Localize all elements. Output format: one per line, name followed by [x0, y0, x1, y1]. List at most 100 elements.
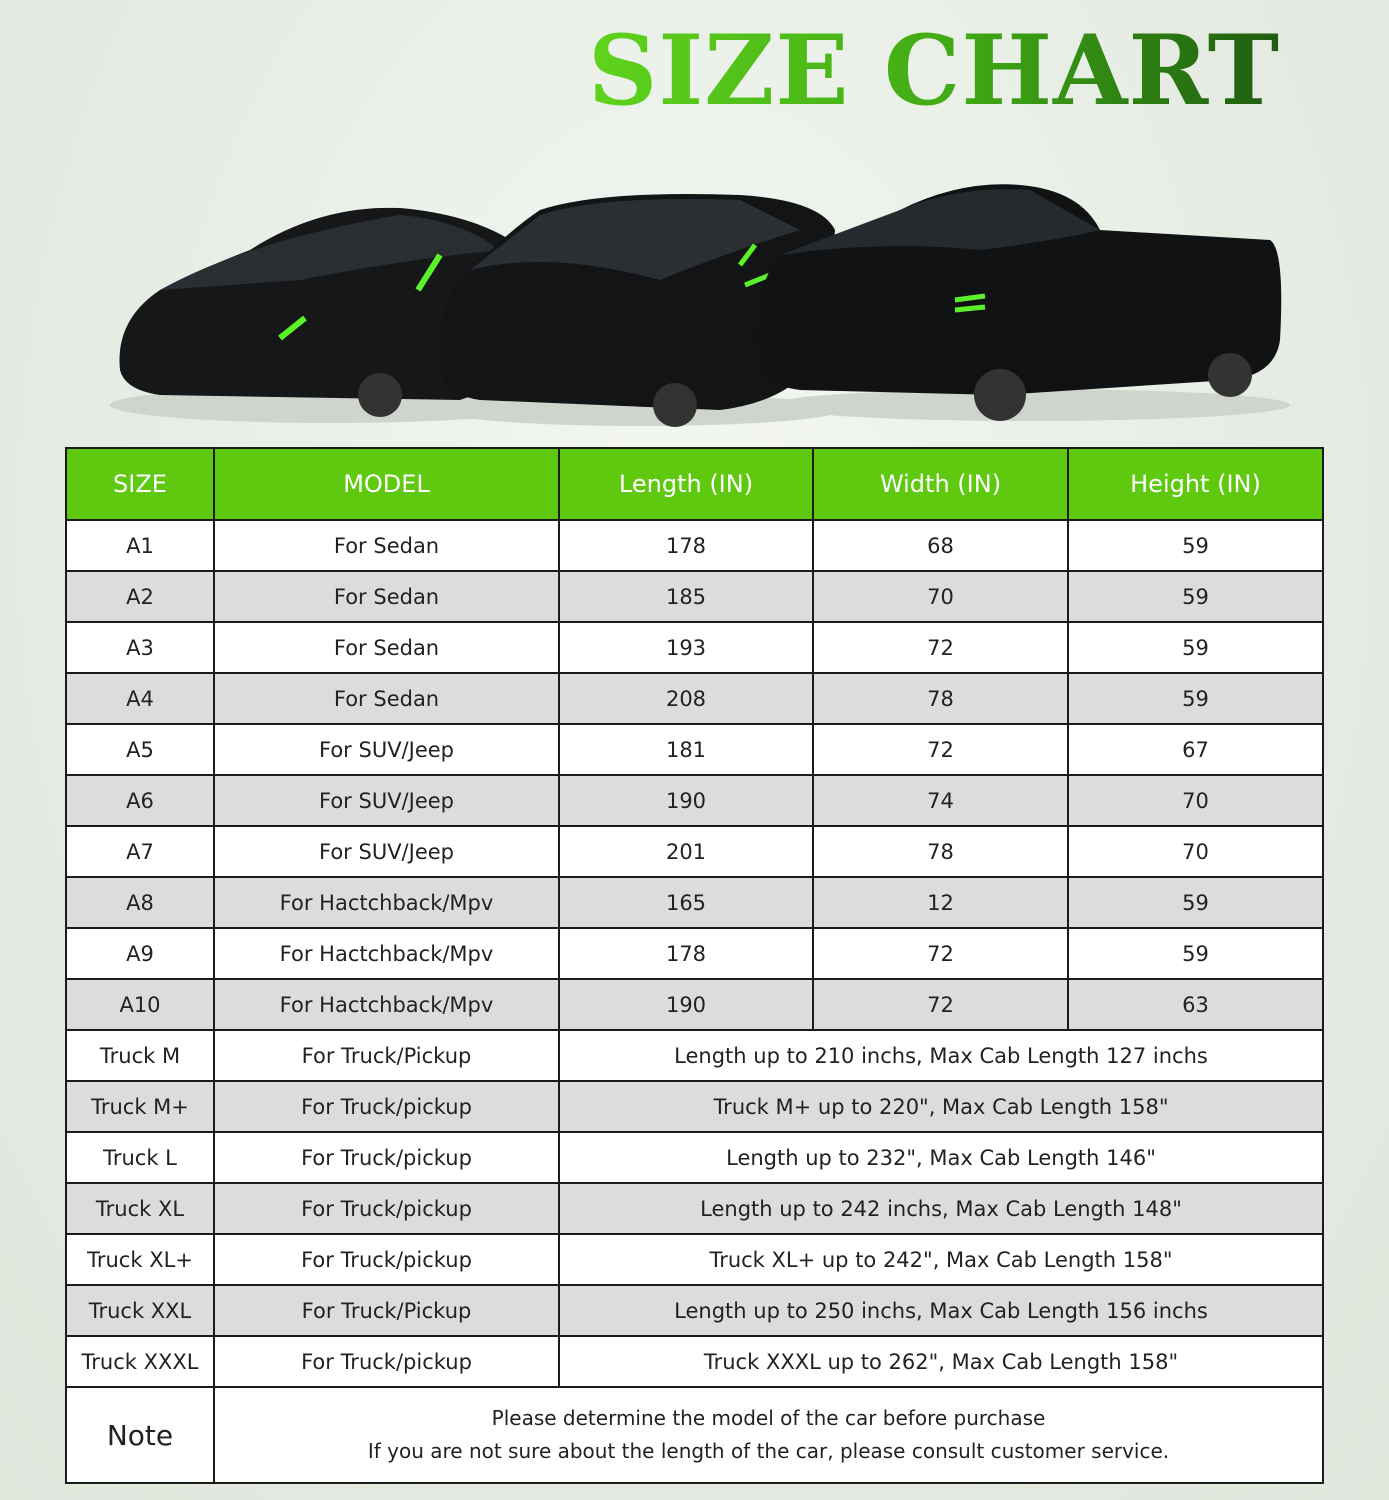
- suv-car-cover: [439, 194, 840, 427]
- width-cell: 12: [812, 876, 1069, 929]
- header-width: Width (IN): [812, 447, 1069, 521]
- sedan-car-cover: [110, 207, 550, 423]
- model-cell: For SUV/Jeep: [213, 774, 560, 827]
- dimensions-cell: Truck XXXL up to 262", Max Cab Length 15…: [558, 1335, 1324, 1388]
- dimensions-cell: Truck XL+ up to 242", Max Cab Length 158…: [558, 1233, 1324, 1286]
- note-row: Note Please determine the model of the c…: [65, 1386, 1324, 1484]
- table-row: Truck XXXL For Truck/pickup Truck XXXL up …: [65, 1335, 1324, 1388]
- size-cell: A5: [65, 723, 215, 776]
- car-covers-image: [110, 184, 1290, 427]
- table-row: A10 For Hactchback/Mpv 190 72 63: [65, 978, 1324, 1031]
- height-cell: 70: [1067, 825, 1324, 878]
- height-cell: 59: [1067, 672, 1324, 725]
- pickup-truck-cover: [757, 184, 1290, 421]
- page-title: SIZE CHART: [588, 14, 1281, 127]
- size-cell: Truck M: [65, 1029, 215, 1082]
- length-cell: 208: [558, 672, 814, 725]
- note-line-1: Please determine the model of the car be…: [491, 1406, 1046, 1430]
- width-cell: 78: [812, 672, 1069, 725]
- dimensions-cell: Length up to 242 inchs, Max Cab Length 1…: [558, 1182, 1324, 1235]
- model-cell: For Hactchback/Mpv: [213, 927, 560, 980]
- height-cell: 59: [1067, 570, 1324, 623]
- width-cell: 72: [812, 621, 1069, 674]
- header-model: MODEL: [213, 447, 560, 521]
- size-cell: Truck XXXL: [65, 1335, 215, 1388]
- size-cell: A6: [65, 774, 215, 827]
- table-row: Truck M+ For Truck/pickup Truck M+ up to 2…: [65, 1080, 1324, 1133]
- table-row: A6 For SUV/Jeep 190 74 70: [65, 774, 1324, 827]
- table-row: A2 For Sedan 185 70 59: [65, 570, 1324, 623]
- width-cell: 72: [812, 927, 1069, 980]
- size-chart-table: SIZE MODEL Length (IN) Width (IN) Height…: [65, 447, 1324, 1484]
- width-cell: 68: [812, 519, 1069, 572]
- model-cell: For Hactchback/Mpv: [213, 978, 560, 1031]
- model-cell: For Truck/pickup: [213, 1131, 560, 1184]
- model-cell: For Truck/pickup: [213, 1233, 560, 1286]
- table-row: A7 For SUV/Jeep 201 78 70: [65, 825, 1324, 878]
- table-row: Truck L For Truck/pickup Length up to 232"…: [65, 1131, 1324, 1184]
- note-label: Note: [65, 1386, 215, 1484]
- note-text: Please determine the model of the car be…: [213, 1386, 1324, 1484]
- size-cell: A10: [65, 978, 215, 1031]
- dimensions-cell: Length up to 250 inchs, Max Cab Length 1…: [558, 1284, 1324, 1337]
- table-row: A3 For Sedan 193 72 59: [65, 621, 1324, 674]
- model-cell: For Truck/Pickup: [213, 1029, 560, 1082]
- dimensions-cell: Length up to 232", Max Cab Length 146": [558, 1131, 1324, 1184]
- size-cell: A7: [65, 825, 215, 878]
- length-cell: 178: [558, 927, 814, 980]
- model-cell: For Sedan: [213, 519, 560, 572]
- header-length: Length (IN): [558, 447, 814, 521]
- dimensions-cell: Length up to 210 inchs, Max Cab Length 1…: [558, 1029, 1324, 1082]
- model-cell: For Sedan: [213, 621, 560, 674]
- header-height: Height (IN): [1067, 447, 1324, 521]
- size-cell: A8: [65, 876, 215, 929]
- length-cell: 178: [558, 519, 814, 572]
- length-cell: 181: [558, 723, 814, 776]
- table-row: A1 For Sedan 178 68 59: [65, 519, 1324, 572]
- dimensions-cell: Truck M+ up to 220", Max Cab Length 158": [558, 1080, 1324, 1133]
- width-cell: 72: [812, 978, 1069, 1031]
- size-cell: Truck L: [65, 1131, 215, 1184]
- width-cell: 72: [812, 723, 1069, 776]
- table-row: A5 For SUV/Jeep 181 72 67: [65, 723, 1324, 776]
- size-cell: Truck XL: [65, 1182, 215, 1235]
- length-cell: 185: [558, 570, 814, 623]
- size-cell: A2: [65, 570, 215, 623]
- length-cell: 165: [558, 876, 814, 929]
- size-cell: A1: [65, 519, 215, 572]
- length-cell: 201: [558, 825, 814, 878]
- size-cell: A3: [65, 621, 215, 674]
- width-cell: 78: [812, 825, 1069, 878]
- model-cell: For Truck/pickup: [213, 1080, 560, 1133]
- width-cell: 74: [812, 774, 1069, 827]
- model-cell: For SUV/Jeep: [213, 825, 560, 878]
- table-row: Truck XXL For Truck/Pickup Length up to 25…: [65, 1284, 1324, 1337]
- height-cell: 59: [1067, 927, 1324, 980]
- model-cell: For SUV/Jeep: [213, 723, 560, 776]
- header-size: SIZE: [65, 447, 215, 521]
- model-cell: For Sedan: [213, 570, 560, 623]
- table-row: A4 For Sedan 208 78 59: [65, 672, 1324, 725]
- model-cell: For Sedan: [213, 672, 560, 725]
- table-row: A9 For Hactchback/Mpv 178 72 59: [65, 927, 1324, 980]
- table-row: Truck XL For Truck/pickup Length up to 242…: [65, 1182, 1324, 1235]
- table-row: Truck XL+ For Truck/pickup Truck XL+ up to…: [65, 1233, 1324, 1286]
- header-row: SIZE MODEL Length (IN) Width (IN) Height…: [65, 447, 1324, 521]
- note-line-2: If you are not sure about the length of …: [367, 1439, 1170, 1463]
- height-cell: 70: [1067, 774, 1324, 827]
- height-cell: 63: [1067, 978, 1324, 1031]
- size-cell: A9: [65, 927, 215, 980]
- model-cell: For Truck/pickup: [213, 1335, 560, 1388]
- model-cell: For Truck/Pickup: [213, 1284, 560, 1337]
- length-cell: 190: [558, 978, 814, 1031]
- table-row: Truck M For Truck/Pickup Length up to 210 …: [65, 1029, 1324, 1082]
- size-cell: Truck XL+: [65, 1233, 215, 1286]
- height-cell: 59: [1067, 621, 1324, 674]
- model-cell: For Hactchback/Mpv: [213, 876, 560, 929]
- length-cell: 190: [558, 774, 814, 827]
- size-cell: Truck XXL: [65, 1284, 215, 1337]
- height-cell: 59: [1067, 876, 1324, 929]
- length-cell: 193: [558, 621, 814, 674]
- width-cell: 70: [812, 570, 1069, 623]
- height-cell: 67: [1067, 723, 1324, 776]
